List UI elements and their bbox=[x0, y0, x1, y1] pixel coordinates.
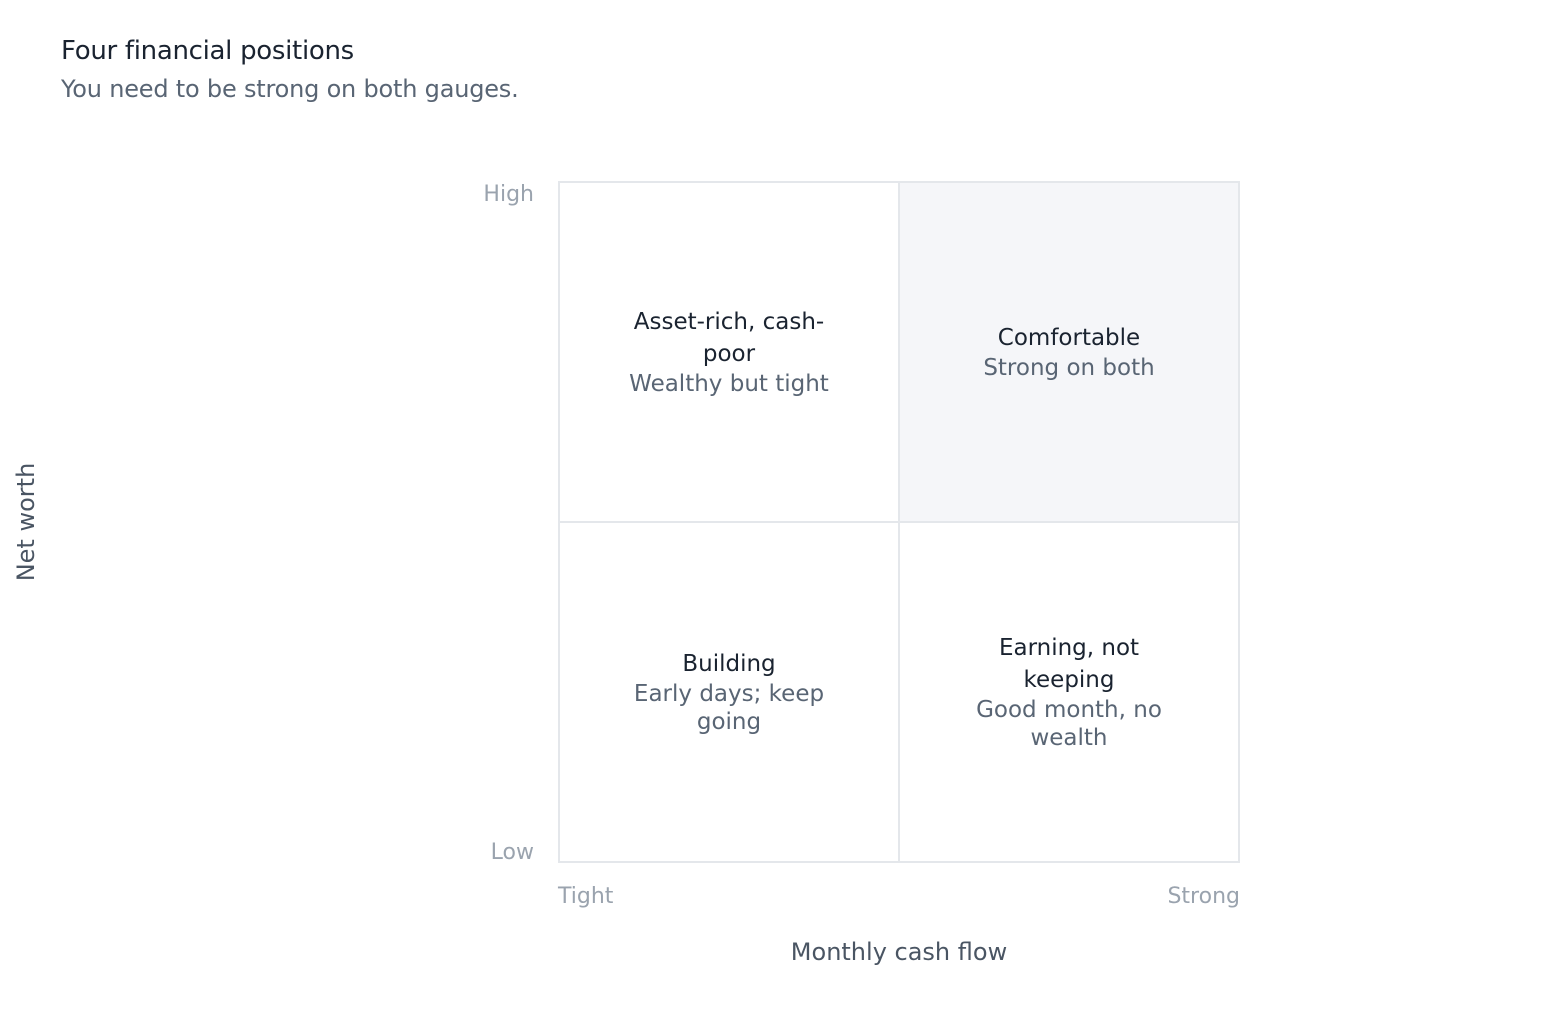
quadrant-description: Wealthy but tight bbox=[629, 371, 829, 397]
quadrant-earning-not-keeping: Earning, not keeping Good month, no weal… bbox=[899, 522, 1238, 861]
quadrant-description: Early days; keep going bbox=[633, 681, 825, 735]
y-axis-high-label: High bbox=[483, 182, 534, 207]
chart-title: Four financial positions bbox=[61, 36, 354, 66]
quadrant-description: Good month, no wealth bbox=[976, 697, 1162, 751]
quadrant-description: Strong on both bbox=[983, 355, 1155, 381]
quadrant-title: Comfortable bbox=[997, 325, 1141, 351]
quadrant-comfortable: Comfortable Strong on both bbox=[899, 183, 1238, 522]
y-axis-label: Net worth bbox=[12, 462, 40, 582]
x-axis-label: Monthly cash flow bbox=[790, 938, 1008, 966]
quadrant-grid: Asset-rich, cash-poor Wealthy but tight … bbox=[558, 181, 1240, 863]
y-axis-low-label: Low bbox=[490, 840, 534, 865]
x-axis-high-label: Strong bbox=[1167, 884, 1240, 909]
quadrant-title: Building bbox=[682, 651, 776, 677]
quadrant-asset-rich-cash-poor: Asset-rich, cash-poor Wealthy but tight bbox=[560, 183, 899, 522]
quadrant-title: Earning, not keeping bbox=[998, 635, 1140, 693]
quadrant-title: Asset-rich, cash-poor bbox=[633, 309, 825, 367]
x-axis-low-label: Tight bbox=[558, 884, 614, 909]
quadrant-building: Building Early days; keep going bbox=[560, 522, 899, 861]
chart-subtitle: You need to be strong on both gauges. bbox=[61, 75, 519, 103]
